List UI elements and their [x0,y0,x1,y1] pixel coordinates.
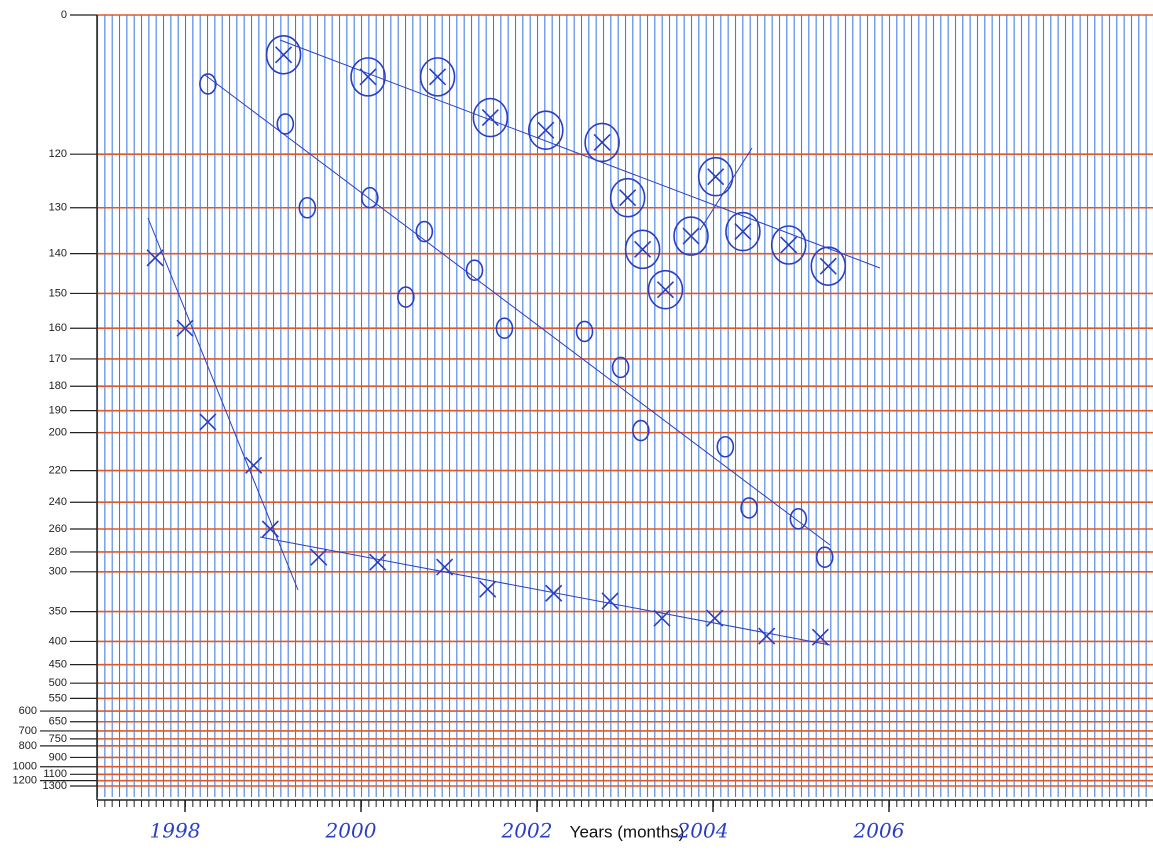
y-tick-label: 500 [49,677,67,689]
x-tick-label: 2002 [501,819,553,843]
y-tick-label: 350 [49,606,67,618]
y-tick-label: 140 [49,248,67,260]
y-tick-label: 1200 [13,775,37,787]
x-tick-label: 2004 [677,819,729,843]
x-axis-title: Years (months) [570,822,685,841]
y-tick-label: 1300 [43,780,67,792]
y-tick-label: 650 [49,716,67,728]
y-tick-label: 300 [49,566,67,578]
y-tick-label: 1000 [13,761,37,773]
y-tick-label: 160 [49,322,67,334]
y-tick-label: 280 [49,546,67,558]
y-tick-label: 220 [49,464,67,476]
y-tick-label: 0 [61,9,67,21]
y-tick-label: 200 [49,427,67,439]
y-tick-label: 550 [49,692,67,704]
y-tick-label: 180 [49,380,67,392]
y-tick-label: 190 [49,405,67,417]
x-minor-ticks [97,800,1153,808]
y-tick-label: 240 [49,496,67,508]
x-tick-label: 2000 [325,819,377,843]
chart: Years (months) 0 120 130 140 150 160 170 180 190… [0,0,1153,851]
y-tick-label: 600 [19,705,37,717]
y-tick-label: 700 [19,725,37,737]
y-tick-label: 150 [49,287,67,299]
y-tick-label: 120 [49,148,67,160]
y-tick-label: 900 [49,751,67,763]
page: Years (months) 0 120 130 140 150 160 170 180 190… [0,0,1153,851]
y-tick-label: 170 [49,353,67,365]
month-grid [97,15,1153,797]
x-tick-label: 2006 [853,819,905,843]
y-tick-label: 260 [49,523,67,535]
y-tick-label: 750 [49,733,67,745]
y-tick-label: 400 [49,635,67,647]
y-tick-label: 130 [49,202,67,214]
x-tick-label: 1998 [150,819,201,843]
y-tick-label: 800 [19,740,37,752]
y-tick-label: 450 [49,659,67,671]
y-tick-label: 1100 [43,768,67,780]
